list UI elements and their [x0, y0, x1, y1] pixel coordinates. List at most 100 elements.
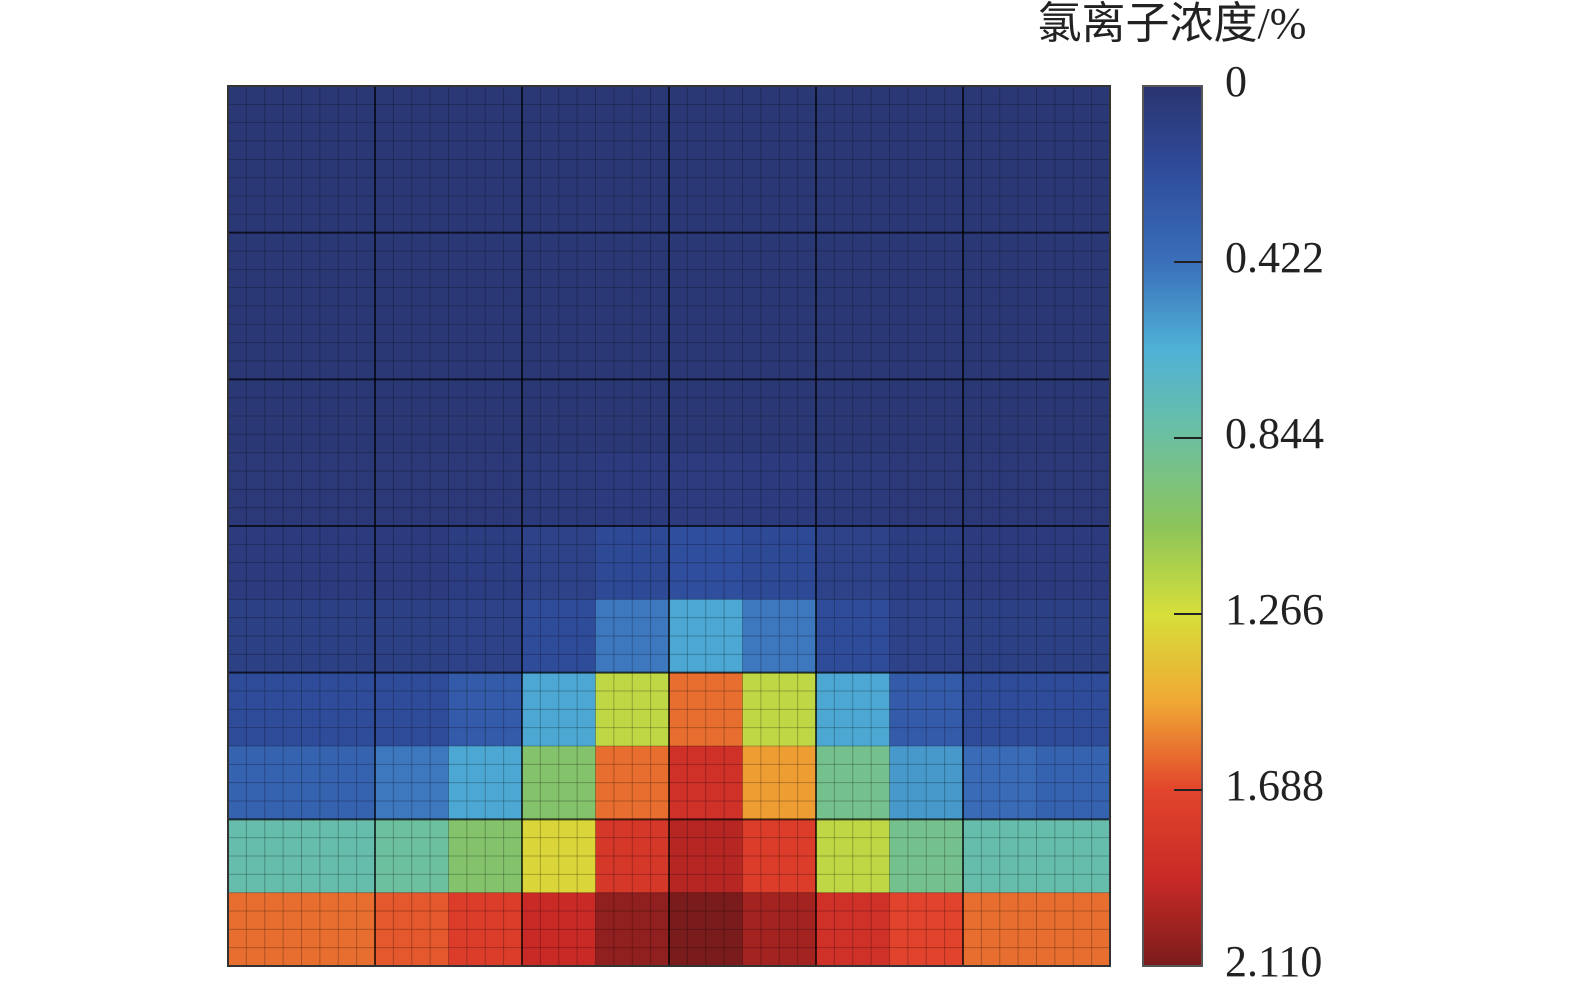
cell	[889, 526, 964, 600]
cell	[669, 452, 743, 527]
cell	[522, 379, 596, 454]
cell	[448, 379, 523, 454]
cell	[595, 86, 670, 160]
cell	[889, 672, 964, 747]
cell	[889, 892, 964, 967]
cell	[816, 306, 890, 380]
cell	[742, 819, 817, 894]
cell	[889, 379, 964, 454]
cell	[448, 86, 523, 160]
cell	[1036, 599, 1111, 674]
cell	[669, 379, 743, 454]
cell	[963, 86, 1037, 160]
cell	[1036, 892, 1111, 967]
cell	[448, 672, 523, 747]
cell	[228, 526, 302, 600]
cell	[522, 672, 596, 747]
cell	[963, 306, 1037, 380]
cell	[375, 746, 449, 820]
cell	[889, 599, 964, 674]
cell	[889, 86, 964, 160]
cell	[816, 746, 890, 820]
cell	[1036, 306, 1111, 380]
colorbar-title: 氯离子浓度/%	[1038, 0, 1307, 48]
cell	[595, 452, 670, 527]
cell	[448, 599, 523, 674]
cell	[375, 379, 449, 454]
cell	[595, 159, 670, 234]
cell	[522, 599, 596, 674]
cell	[889, 159, 964, 234]
cell	[448, 452, 523, 527]
cell	[375, 526, 449, 600]
cell	[595, 892, 670, 967]
plot-border	[227, 85, 1111, 967]
cell	[669, 746, 743, 820]
cell	[375, 892, 449, 967]
cell	[595, 306, 670, 380]
cell	[375, 232, 449, 307]
cell	[963, 892, 1037, 967]
cell	[301, 526, 376, 600]
cell	[375, 452, 449, 527]
cell	[228, 672, 302, 747]
cell	[1036, 379, 1111, 454]
cell	[522, 746, 596, 820]
cell	[301, 819, 376, 894]
cell	[522, 892, 596, 967]
cell	[301, 599, 376, 674]
cell	[963, 232, 1037, 307]
cell	[963, 599, 1037, 674]
cell	[669, 672, 743, 747]
cell	[963, 159, 1037, 234]
cell	[301, 746, 376, 820]
cell	[742, 672, 817, 747]
cell	[742, 526, 817, 600]
cell	[301, 306, 376, 380]
tick-label: 2.110	[1225, 937, 1322, 986]
cell	[522, 86, 596, 160]
cell	[742, 599, 817, 674]
cell	[963, 526, 1037, 600]
cell	[228, 86, 302, 160]
cell	[228, 819, 302, 894]
cell	[228, 159, 302, 234]
cell	[1036, 86, 1111, 160]
cell	[889, 819, 964, 894]
cell	[448, 306, 523, 380]
cell	[742, 86, 817, 160]
cell	[228, 599, 302, 674]
cell	[301, 159, 376, 234]
cell	[522, 232, 596, 307]
cell	[816, 159, 890, 234]
cell	[816, 526, 890, 600]
tick-label: 0.844	[1225, 409, 1324, 458]
cell	[963, 452, 1037, 527]
cell	[301, 452, 376, 527]
cell	[595, 526, 670, 600]
cell	[375, 599, 449, 674]
cell	[963, 379, 1037, 454]
cell	[816, 452, 890, 527]
cell	[889, 452, 964, 527]
cell	[301, 892, 376, 967]
cell	[816, 232, 890, 307]
cell	[448, 232, 523, 307]
cell	[301, 672, 376, 747]
cell	[742, 452, 817, 527]
cell	[1036, 232, 1111, 307]
cell	[375, 306, 449, 380]
cell	[669, 86, 743, 160]
cell	[889, 746, 964, 820]
cell	[522, 526, 596, 600]
cell	[595, 599, 670, 674]
tick-label: 0	[1225, 57, 1247, 106]
cell	[228, 892, 302, 967]
cell	[1036, 159, 1111, 234]
cell	[816, 599, 890, 674]
cell	[889, 306, 964, 380]
cell	[669, 232, 743, 307]
cell	[1036, 746, 1111, 820]
tick-label: 1.688	[1225, 761, 1324, 810]
